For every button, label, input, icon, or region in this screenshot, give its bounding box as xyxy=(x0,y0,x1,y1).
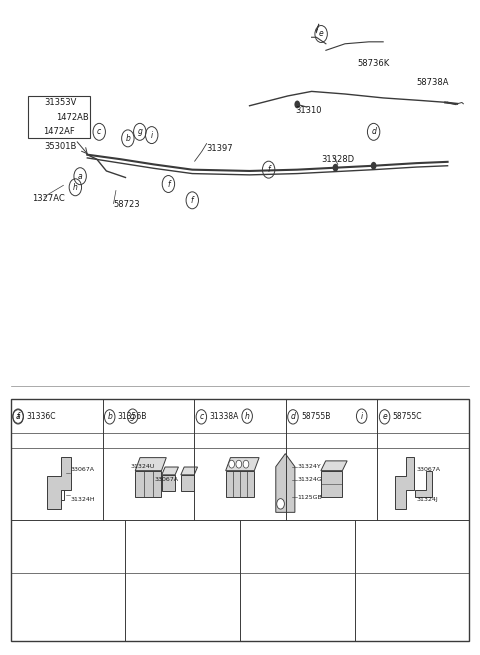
Text: b: b xyxy=(108,413,112,421)
Text: e: e xyxy=(319,29,324,39)
Text: 31324H: 31324H xyxy=(71,496,95,502)
Text: 31356B: 31356B xyxy=(118,413,147,421)
Text: a: a xyxy=(78,172,83,181)
Polygon shape xyxy=(321,461,347,471)
Text: 31328D: 31328D xyxy=(321,155,354,164)
Text: h: h xyxy=(245,411,250,421)
Text: 1125GB: 1125GB xyxy=(297,495,322,500)
Text: 33067A: 33067A xyxy=(154,477,178,482)
Text: 58736K: 58736K xyxy=(357,59,389,68)
Circle shape xyxy=(333,164,338,172)
Polygon shape xyxy=(226,458,259,471)
Polygon shape xyxy=(135,471,161,496)
Text: 33067A: 33067A xyxy=(71,468,95,472)
Polygon shape xyxy=(162,467,179,475)
Text: 35301B: 35301B xyxy=(44,141,77,151)
Text: 31324G: 31324G xyxy=(297,477,322,482)
Polygon shape xyxy=(321,471,342,496)
Text: d: d xyxy=(371,127,376,136)
Polygon shape xyxy=(181,475,194,491)
Text: 31336C: 31336C xyxy=(26,413,56,421)
Text: f: f xyxy=(267,165,270,174)
Text: d: d xyxy=(290,413,295,421)
Text: 58723: 58723 xyxy=(114,200,140,210)
Circle shape xyxy=(229,460,235,468)
Text: 31310: 31310 xyxy=(295,107,322,115)
Text: 31397: 31397 xyxy=(206,143,233,153)
Polygon shape xyxy=(181,467,198,475)
Polygon shape xyxy=(162,475,175,491)
Text: 58738A: 58738A xyxy=(417,79,449,87)
Polygon shape xyxy=(226,471,254,496)
Text: 58755C: 58755C xyxy=(393,413,422,421)
Text: 1472AB: 1472AB xyxy=(56,113,89,122)
Circle shape xyxy=(371,162,376,170)
Text: h: h xyxy=(73,183,78,192)
Polygon shape xyxy=(395,457,414,509)
Circle shape xyxy=(277,498,284,509)
Text: 33067A: 33067A xyxy=(417,468,441,472)
Polygon shape xyxy=(415,471,432,496)
Circle shape xyxy=(236,460,241,468)
Text: i: i xyxy=(360,411,363,421)
Polygon shape xyxy=(276,454,295,512)
Text: 1472AF: 1472AF xyxy=(43,127,75,136)
Text: a: a xyxy=(16,413,21,421)
Circle shape xyxy=(243,460,249,468)
Polygon shape xyxy=(135,458,166,471)
Text: i: i xyxy=(151,130,153,140)
Text: 31338A: 31338A xyxy=(209,413,239,421)
Text: 31353V: 31353V xyxy=(44,98,77,107)
Text: f: f xyxy=(167,179,170,189)
Circle shape xyxy=(294,100,300,108)
Text: c: c xyxy=(199,413,204,421)
Text: c: c xyxy=(97,127,101,136)
Polygon shape xyxy=(47,457,71,509)
Text: 58755B: 58755B xyxy=(301,413,330,421)
Text: b: b xyxy=(125,134,130,143)
Text: 1327AC: 1327AC xyxy=(33,194,65,203)
Text: 31324J: 31324J xyxy=(417,496,438,502)
Text: 31324U: 31324U xyxy=(130,464,155,469)
Text: g: g xyxy=(130,411,135,421)
Text: 31324Y: 31324Y xyxy=(297,464,321,469)
Text: f: f xyxy=(191,196,193,205)
Text: g: g xyxy=(137,127,142,136)
Text: f: f xyxy=(17,411,19,421)
Text: e: e xyxy=(382,413,387,421)
